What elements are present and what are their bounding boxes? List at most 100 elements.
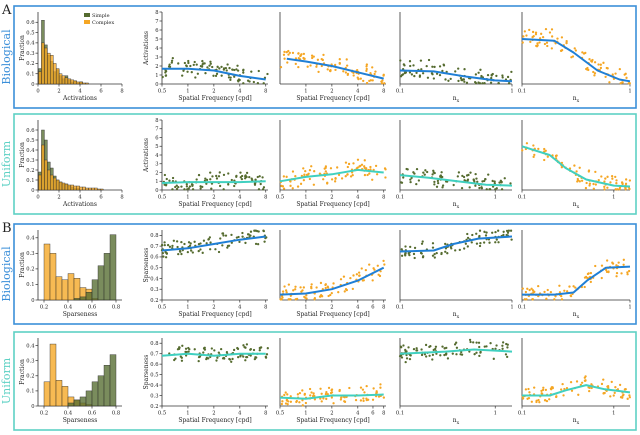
data-point <box>455 341 458 344</box>
x-tick-label: 0.1 <box>396 195 404 201</box>
data-point <box>371 66 374 69</box>
data-point <box>622 258 625 261</box>
data-point <box>417 179 421 182</box>
data-point <box>597 63 600 66</box>
x-axis-label: Spatial Frequency [cpd] <box>296 201 369 208</box>
hist-bar <box>61 386 69 407</box>
panel-label-b: B <box>2 221 12 236</box>
data-point <box>336 166 339 169</box>
data-point <box>480 186 483 189</box>
data-point <box>610 175 614 178</box>
data-point <box>614 72 617 75</box>
hist-bar <box>67 78 72 85</box>
data-point <box>484 178 487 181</box>
data-point <box>187 61 190 65</box>
data-point <box>580 179 584 182</box>
data-point <box>185 182 188 186</box>
data-point <box>594 183 598 186</box>
data-point <box>359 386 363 389</box>
data-point <box>431 246 435 249</box>
y-axis-label: Fraction <box>19 252 26 278</box>
data-point <box>242 82 245 85</box>
data-point <box>415 167 419 171</box>
trend-line <box>161 180 266 184</box>
data-point <box>488 241 491 244</box>
data-point <box>588 184 591 187</box>
data-point <box>544 388 548 391</box>
data-point <box>399 345 402 348</box>
data-point <box>441 69 444 73</box>
y-tick-label: 0.2 <box>150 298 158 304</box>
data-point <box>449 77 452 81</box>
data-point <box>525 34 528 37</box>
x-tick-label: 8 <box>382 195 385 201</box>
hist-bar <box>82 82 86 85</box>
data-point <box>334 177 337 180</box>
data-point <box>372 168 375 171</box>
data-point <box>264 355 267 358</box>
data-point <box>164 71 167 74</box>
data-point <box>466 245 469 248</box>
y-tick-label: 0.2 <box>26 168 34 174</box>
data-point <box>221 244 224 247</box>
data-point <box>177 185 180 189</box>
data-point <box>318 295 322 298</box>
data-point <box>475 341 478 344</box>
data-point <box>420 353 424 357</box>
data-point <box>521 41 524 44</box>
data-point <box>362 399 365 403</box>
data-point <box>217 250 221 254</box>
data-point <box>363 165 366 168</box>
data-point <box>466 232 469 236</box>
data-point <box>330 396 334 399</box>
data-point <box>219 237 222 240</box>
data-point <box>619 396 623 399</box>
data-point <box>303 173 306 176</box>
data-point <box>455 353 458 356</box>
hist-bar <box>79 396 87 407</box>
data-point <box>287 400 290 403</box>
x-tick-label: 6 <box>99 89 102 95</box>
data-point <box>171 188 174 191</box>
data-point <box>451 352 454 355</box>
data-point <box>330 178 334 181</box>
data-point <box>319 281 323 285</box>
y-tick-label: 2 <box>155 64 158 70</box>
data-point <box>262 229 265 232</box>
data-point <box>422 255 425 258</box>
data-point <box>624 182 628 185</box>
data-point <box>229 76 232 79</box>
data-point <box>586 68 589 71</box>
data-point <box>233 75 236 78</box>
data-point <box>443 347 446 350</box>
data-point <box>222 188 225 191</box>
data-point <box>492 357 495 360</box>
data-point <box>186 250 189 254</box>
x-tick-label: 0.6 <box>88 411 96 417</box>
data-point <box>562 394 565 397</box>
data-point <box>171 176 175 180</box>
hist-bar <box>109 354 117 407</box>
data-point <box>322 53 325 57</box>
x-axis-label-subscript: x <box>457 205 460 210</box>
data-point <box>412 64 415 67</box>
x-tick-label: 4 <box>356 89 360 95</box>
data-point <box>313 297 317 300</box>
panel-label-a: A <box>1 3 12 18</box>
hist-bar <box>79 81 83 85</box>
data-point <box>590 383 593 386</box>
x-tick-label: 0.8 <box>112 305 120 311</box>
data-point <box>242 344 245 347</box>
data-point <box>249 354 252 357</box>
x-tick-label: 4 <box>238 411 242 417</box>
data-point <box>626 273 629 276</box>
x-tick-label: 6 <box>371 305 374 311</box>
data-point <box>249 348 252 351</box>
data-point <box>543 290 546 294</box>
hist-bar <box>88 187 92 191</box>
data-point <box>253 183 257 186</box>
data-point <box>550 47 553 50</box>
row-frame <box>13 113 637 215</box>
data-point <box>412 171 415 174</box>
data-point <box>435 352 438 355</box>
